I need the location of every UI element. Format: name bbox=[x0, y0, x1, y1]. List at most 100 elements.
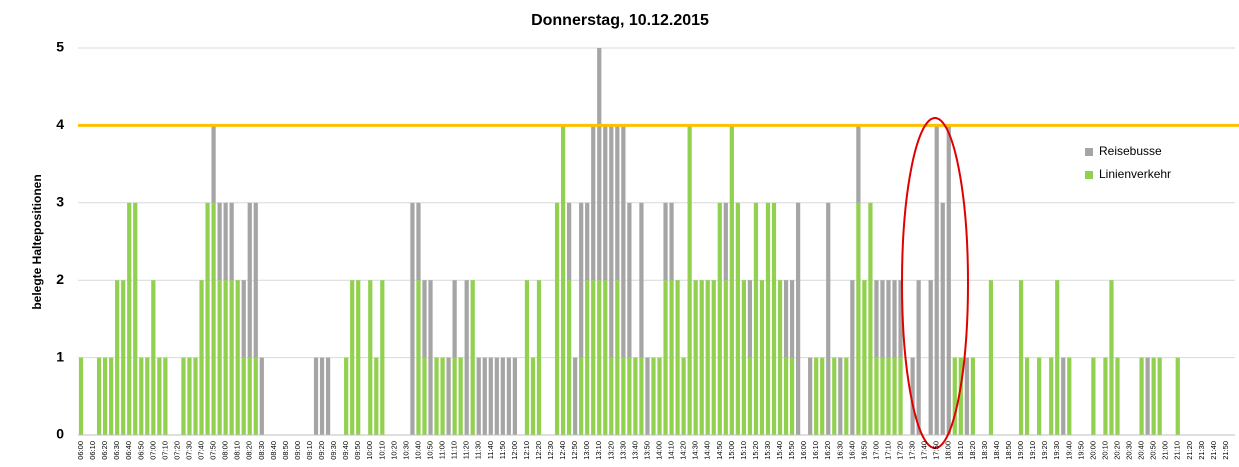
bar-segment bbox=[241, 357, 246, 435]
bar-segment bbox=[970, 357, 975, 435]
x-tick-label: 21:30 bbox=[1197, 441, 1206, 460]
bar-segment bbox=[109, 357, 114, 435]
bar-segment bbox=[723, 280, 728, 435]
bar-segment bbox=[729, 125, 734, 436]
bar-segment bbox=[1175, 357, 1180, 435]
bar-segment bbox=[609, 125, 614, 358]
bar-segment bbox=[428, 280, 433, 435]
bar-segment bbox=[747, 280, 753, 358]
bar-segment bbox=[476, 357, 481, 435]
bar-segment bbox=[627, 357, 632, 435]
bar-segment bbox=[1037, 357, 1042, 435]
bar-segment bbox=[663, 280, 668, 435]
bar-segment bbox=[886, 280, 891, 358]
bar-segment bbox=[880, 357, 885, 435]
bar-segment bbox=[1115, 357, 1120, 435]
bar-segment bbox=[735, 202, 740, 435]
x-tick-label: 17:10 bbox=[883, 441, 892, 460]
bar-segment bbox=[1018, 280, 1024, 435]
y-axis-label: belegte Haltepositionen bbox=[30, 174, 44, 309]
bar-segment bbox=[639, 202, 644, 358]
bar-segment bbox=[850, 280, 855, 435]
x-tick-label: 15:50 bbox=[787, 441, 796, 460]
bar-segment bbox=[139, 357, 144, 435]
bar-segment bbox=[988, 280, 994, 435]
bar-segment bbox=[506, 357, 511, 435]
x-tick-label: 12:20 bbox=[534, 441, 543, 460]
x-tick-label: 09:50 bbox=[353, 441, 362, 460]
x-tick-label: 06:40 bbox=[124, 441, 133, 460]
bar-segment bbox=[127, 202, 132, 435]
bar-segment bbox=[603, 280, 608, 435]
x-tick-label: 07:50 bbox=[209, 441, 218, 460]
x-tick-label: 06:00 bbox=[76, 441, 85, 460]
bar-segment bbox=[597, 48, 602, 281]
x-tick-label: 18:00 bbox=[944, 441, 953, 460]
x-tick-label: 12:00 bbox=[510, 441, 519, 460]
bar-segment bbox=[964, 357, 969, 435]
overlay bbox=[78, 123, 1239, 436]
bar-segment bbox=[512, 357, 517, 435]
legend-swatch bbox=[1085, 171, 1093, 179]
x-tick-label: 08:20 bbox=[245, 441, 254, 460]
x-tick-label: 17:00 bbox=[871, 441, 880, 460]
x-tick-label: 09:00 bbox=[293, 441, 302, 460]
bar-segment bbox=[211, 202, 216, 435]
x-tick-label: 14:10 bbox=[667, 441, 676, 460]
x-tick-label: 12:40 bbox=[558, 441, 567, 460]
bar-segment bbox=[494, 357, 499, 435]
x-tick-label: 20:00 bbox=[1088, 441, 1097, 460]
bar-segment bbox=[856, 202, 861, 435]
bar-segment bbox=[500, 357, 505, 435]
bar-segment bbox=[759, 280, 765, 435]
x-tick-label: 11:40 bbox=[486, 441, 495, 459]
x-tick-label: 13:00 bbox=[582, 441, 591, 460]
bar-segment bbox=[717, 202, 722, 435]
x-tick-label: 14:20 bbox=[679, 441, 688, 460]
bar-segment bbox=[862, 280, 867, 435]
bar-segment bbox=[789, 357, 795, 435]
x-tick-label: 20:30 bbox=[1125, 441, 1134, 460]
x-tick-label: 07:30 bbox=[184, 441, 193, 460]
x-tick-label: 16:50 bbox=[859, 441, 868, 460]
bar-segment bbox=[356, 280, 361, 435]
bar-segment bbox=[838, 357, 843, 435]
x-tick-label: 11:30 bbox=[474, 441, 483, 459]
bar-segment bbox=[747, 357, 753, 435]
x-tick-label: 21:00 bbox=[1161, 441, 1170, 460]
bar-segment bbox=[633, 357, 638, 435]
bar-segment bbox=[783, 357, 789, 435]
x-tick-label: 14:50 bbox=[715, 441, 724, 460]
bar-segment bbox=[723, 202, 728, 281]
x-tick-label: 10:50 bbox=[426, 441, 435, 460]
bar-segment bbox=[536, 280, 542, 435]
bar-segment bbox=[892, 357, 897, 435]
bar-segment bbox=[567, 202, 572, 281]
bar-segment bbox=[235, 280, 240, 435]
bar-segment bbox=[814, 357, 819, 435]
x-tick-label: 18:50 bbox=[1004, 441, 1013, 460]
x-tick-label: 16:30 bbox=[835, 441, 844, 460]
x-tick-label: 07:40 bbox=[197, 441, 206, 460]
bar-segment bbox=[952, 357, 957, 435]
x-tick-label: 10:30 bbox=[401, 441, 410, 460]
bar-segment bbox=[1157, 357, 1162, 435]
x-tick-label: 15:30 bbox=[763, 441, 772, 460]
bar-segment bbox=[1109, 280, 1114, 435]
bar-segment bbox=[934, 125, 939, 436]
bar-segment bbox=[223, 280, 228, 435]
bar-segment bbox=[554, 202, 560, 435]
bar-segment bbox=[1145, 357, 1150, 435]
bar-segment bbox=[416, 202, 421, 281]
bar-segment bbox=[368, 280, 373, 435]
bar-segment bbox=[856, 125, 861, 203]
chart-title: Donnerstag, 10.12.2015 bbox=[531, 12, 709, 29]
bar-segment bbox=[874, 280, 879, 358]
x-tick-label: 19:30 bbox=[1052, 441, 1061, 460]
x-tick-label: 19:40 bbox=[1064, 441, 1073, 460]
x-tick-label: 18:30 bbox=[980, 441, 989, 460]
bar-segment bbox=[711, 280, 716, 435]
bar-segment bbox=[681, 357, 686, 435]
bar-segment bbox=[898, 357, 903, 435]
